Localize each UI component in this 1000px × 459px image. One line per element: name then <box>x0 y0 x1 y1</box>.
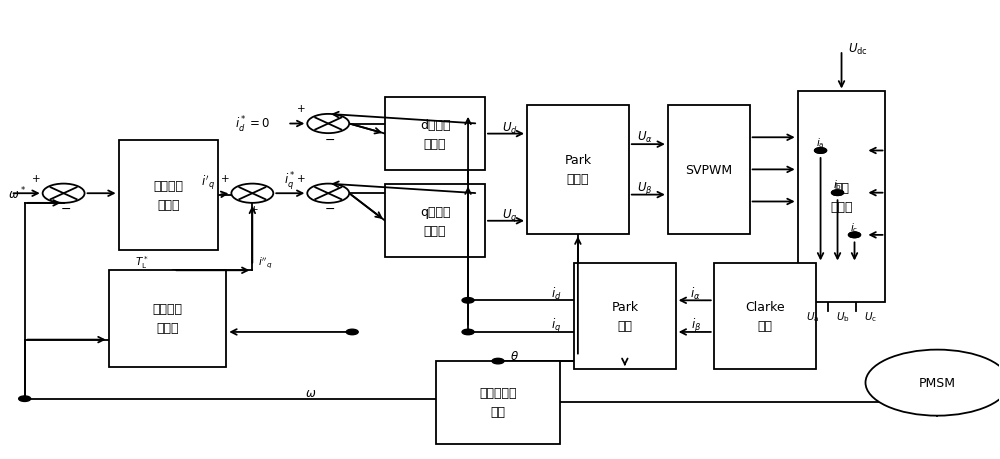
Text: $U_d$: $U_d$ <box>502 120 518 135</box>
Text: PMSM: PMSM <box>919 376 956 389</box>
Text: $i_\mathrm{b}$: $i_\mathrm{b}$ <box>833 178 842 192</box>
Text: q轴电流
控制器: q轴电流 控制器 <box>420 205 450 237</box>
Text: Park
逆变换: Park 逆变换 <box>564 154 591 186</box>
Text: Park
变换: Park 变换 <box>611 301 638 332</box>
Text: $U_\beta$: $U_\beta$ <box>637 179 652 196</box>
Text: −: − <box>60 203 71 216</box>
Text: −: − <box>325 203 335 216</box>
Text: SVPWM: SVPWM <box>685 163 732 177</box>
Circle shape <box>832 190 844 196</box>
Text: $U_\mathrm{a}$: $U_\mathrm{a}$ <box>806 309 819 323</box>
Circle shape <box>462 298 474 303</box>
Circle shape <box>346 330 358 335</box>
Text: 三相
逆变器: 三相 逆变器 <box>830 181 853 213</box>
Circle shape <box>231 184 273 203</box>
Text: $i_\mathrm{a}$: $i_\mathrm{a}$ <box>816 136 825 150</box>
Circle shape <box>43 184 85 203</box>
Text: $U_\mathrm{b}$: $U_\mathrm{b}$ <box>836 309 849 323</box>
Bar <box>109 271 226 367</box>
Bar <box>119 140 218 250</box>
Text: $i_\beta$: $i_\beta$ <box>691 316 701 334</box>
Circle shape <box>19 396 31 402</box>
Text: 位置和速度
检测: 位置和速度 检测 <box>479 386 517 419</box>
Bar <box>798 92 885 303</box>
Circle shape <box>815 148 827 154</box>
Bar <box>714 264 816 369</box>
Text: $i^*_q$: $i^*_q$ <box>284 170 296 192</box>
Text: $U_\alpha$: $U_\alpha$ <box>637 130 653 145</box>
Circle shape <box>849 233 860 238</box>
Text: 滑膜速度
控制器: 滑膜速度 控制器 <box>153 179 183 211</box>
Text: $i'_q$: $i'_q$ <box>201 173 215 191</box>
Circle shape <box>832 190 844 196</box>
Text: $i_\alpha$: $i_\alpha$ <box>690 285 701 302</box>
Text: +: + <box>297 104 306 114</box>
Text: −: − <box>325 133 335 146</box>
Text: $\omega^*$: $\omega^*$ <box>8 185 26 202</box>
Bar <box>436 361 560 444</box>
Circle shape <box>492 358 504 364</box>
Text: d轴电流
控制器: d轴电流 控制器 <box>420 118 450 150</box>
Bar <box>385 98 485 171</box>
Circle shape <box>307 115 349 134</box>
Text: +: + <box>297 173 306 183</box>
Bar <box>385 185 485 258</box>
Circle shape <box>815 148 827 154</box>
Text: $T^*_\mathrm{L}$: $T^*_\mathrm{L}$ <box>135 254 148 271</box>
Text: $\omega$: $\omega$ <box>305 386 316 399</box>
Text: $U_\mathrm{c}$: $U_\mathrm{c}$ <box>864 309 877 323</box>
Text: +: + <box>221 173 230 183</box>
Circle shape <box>849 233 860 238</box>
Text: $i^*_d=0$: $i^*_d=0$ <box>235 114 270 134</box>
Text: $i_d$: $i_d$ <box>551 285 561 302</box>
Text: $i_\mathrm{c}$: $i_\mathrm{c}$ <box>850 220 859 234</box>
Circle shape <box>462 330 474 335</box>
Text: +: + <box>250 204 259 214</box>
Text: $i''_q$: $i''_q$ <box>258 255 273 270</box>
Text: $\theta$: $\theta$ <box>510 349 519 362</box>
Bar <box>527 106 629 234</box>
Circle shape <box>865 350 1000 416</box>
Bar <box>574 264 676 369</box>
Bar <box>668 106 750 234</box>
Text: $U_{\mathrm{dc}}$: $U_{\mathrm{dc}}$ <box>848 42 867 57</box>
Text: $U_q$: $U_q$ <box>502 207 518 224</box>
Text: +: + <box>32 173 41 183</box>
Text: Clarke
变换: Clarke 变换 <box>745 301 784 332</box>
Text: 负载转矩
观测器: 负载转矩 观测器 <box>152 303 182 335</box>
Circle shape <box>307 184 349 203</box>
Text: $i_q$: $i_q$ <box>551 316 561 334</box>
